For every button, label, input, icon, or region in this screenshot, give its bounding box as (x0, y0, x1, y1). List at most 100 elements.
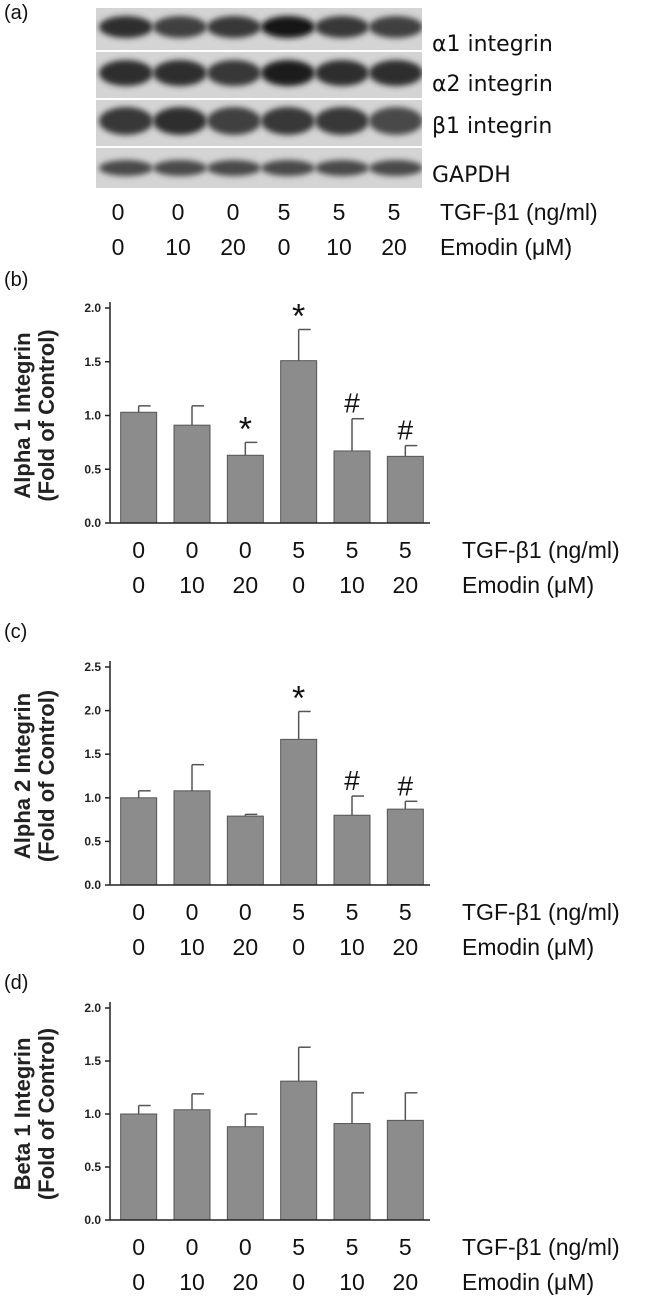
blot-band (153, 16, 207, 38)
emodin-value: 0 (292, 934, 305, 960)
blot-tgf-value: 0 (111, 199, 125, 225)
alpha2-bar (386, 808, 424, 886)
beta1-bar (173, 1109, 211, 1221)
tgf-value: 5 (399, 1234, 412, 1260)
emodin-value: 10 (179, 1269, 205, 1295)
blot-separator (96, 146, 422, 148)
emodin-value: 10 (339, 572, 365, 598)
blot-band (315, 60, 369, 86)
y-tick-label: 1.0 (84, 1107, 101, 1121)
blot-band (369, 16, 422, 38)
blot-band (99, 60, 153, 86)
blot-band (315, 160, 369, 176)
blot-band (99, 16, 153, 38)
tgf-value: 0 (186, 1234, 199, 1260)
blot-emodin-value: 20 (220, 234, 246, 260)
blot-tgf-label: TGF-β1 (ng/ml) (440, 199, 598, 225)
emodin-label: Emodin (μM) (462, 572, 594, 598)
emodin-value: 20 (393, 572, 419, 598)
alpha2-bar (280, 738, 318, 886)
y-tick-label: 1.0 (84, 791, 101, 805)
blot-tgf-value: 5 (332, 199, 346, 225)
emodin-value: 20 (233, 1269, 259, 1295)
emodin-value: 20 (233, 572, 259, 598)
blot-separator (96, 50, 422, 52)
tgf-value: 0 (186, 537, 199, 563)
emodin-value: 0 (292, 572, 305, 598)
blot-tgf-value: 0 (171, 199, 185, 225)
blot-band (315, 107, 369, 135)
alpha1-integrin-chart: (b) Alpha 1 Integrin (Fold of Control) 0.0 0… (4, 269, 620, 598)
y-axis-title: Beta 1 Integrin (10, 1038, 35, 1191)
y-tick-label: 0.5 (84, 1160, 101, 1174)
blot-label-alpha2: α2 integrin (432, 72, 553, 97)
blot-band (153, 160, 207, 176)
y-tick-label: 0.5 (84, 462, 101, 476)
blot-tgf-value: 5 (277, 199, 291, 225)
beta1-bar (333, 1123, 371, 1221)
emodin-value: 10 (339, 934, 365, 960)
tgf-value: 5 (399, 537, 412, 563)
tgf-value: 0 (132, 537, 145, 563)
tgf-value: 0 (132, 899, 145, 925)
tgf-value: 0 (239, 537, 252, 563)
tgf-value: 0 (132, 1234, 145, 1260)
alpha1-bar (120, 411, 158, 524)
alpha2-bar (226, 815, 264, 886)
blot-band (261, 16, 315, 38)
emodin-value: 0 (132, 934, 145, 960)
emodin-value: 20 (393, 934, 419, 960)
y-tick-label: 1.5 (84, 1054, 101, 1068)
blot-emodin-value: 10 (326, 234, 352, 260)
blot-band (207, 16, 261, 38)
emodin-value: 20 (393, 1269, 419, 1295)
emodin-value: 0 (132, 572, 145, 598)
y-axis-title: (Fold of Control) (34, 1028, 59, 1200)
alpha2-bar (120, 797, 158, 886)
emodin-value: 10 (339, 1269, 365, 1295)
alpha1-bar (333, 450, 371, 524)
blot-band (261, 107, 315, 135)
y-axis-title: (Fold of Control) (34, 690, 59, 862)
significance-hash: # (398, 415, 414, 446)
blot-band (99, 160, 153, 176)
panel-a-label: (a) (4, 2, 29, 24)
emodin-value: 0 (292, 1269, 305, 1295)
blot-band (369, 160, 422, 176)
alpha2-bar (173, 790, 211, 886)
tgf-value: 0 (239, 1234, 252, 1260)
blot-emodin-value: 0 (277, 234, 291, 260)
emodin-value: 10 (179, 572, 205, 598)
blot-label-gapdh: GAPDH (432, 163, 511, 188)
tgf-value: 5 (346, 537, 359, 563)
emodin-label: Emodin (μM) (462, 1269, 594, 1295)
blot-band (261, 60, 315, 86)
beta1-bar (280, 1080, 318, 1221)
tgf-value: 5 (346, 899, 359, 925)
y-tick-label: 1.5 (84, 747, 101, 761)
blot-tgf-value: 0 (226, 199, 240, 225)
emodin-value: 20 (233, 934, 259, 960)
emodin-value: 10 (179, 934, 205, 960)
y-tick-label: 2.0 (84, 1001, 101, 1015)
y-tick-label: 2.0 (84, 301, 101, 315)
tgf-value: 5 (399, 899, 412, 925)
blot-band (207, 60, 261, 86)
y-tick-label: 2.5 (84, 660, 101, 674)
significance-star: * (292, 679, 305, 717)
alpha1-bar (280, 360, 318, 524)
significance-star: * (239, 410, 252, 448)
blot-band (207, 107, 261, 135)
beta1-bar (120, 1113, 158, 1221)
blot-band (261, 160, 315, 176)
beta1-bar (386, 1119, 424, 1221)
tgf-value: 5 (292, 899, 305, 925)
western-blot-image (96, 8, 422, 188)
beta1-integrin-chart: (d) Beta 1 Integrin (Fold of Control) 0.0 0.… (4, 972, 620, 1295)
alpha1-bar (226, 454, 264, 524)
blot-separator (96, 98, 422, 100)
blot-band (369, 60, 422, 86)
panel-label: (b) (4, 269, 28, 291)
alpha1-bar (386, 455, 424, 524)
tgf-label: TGF-β1 (ng/ml) (462, 899, 620, 925)
